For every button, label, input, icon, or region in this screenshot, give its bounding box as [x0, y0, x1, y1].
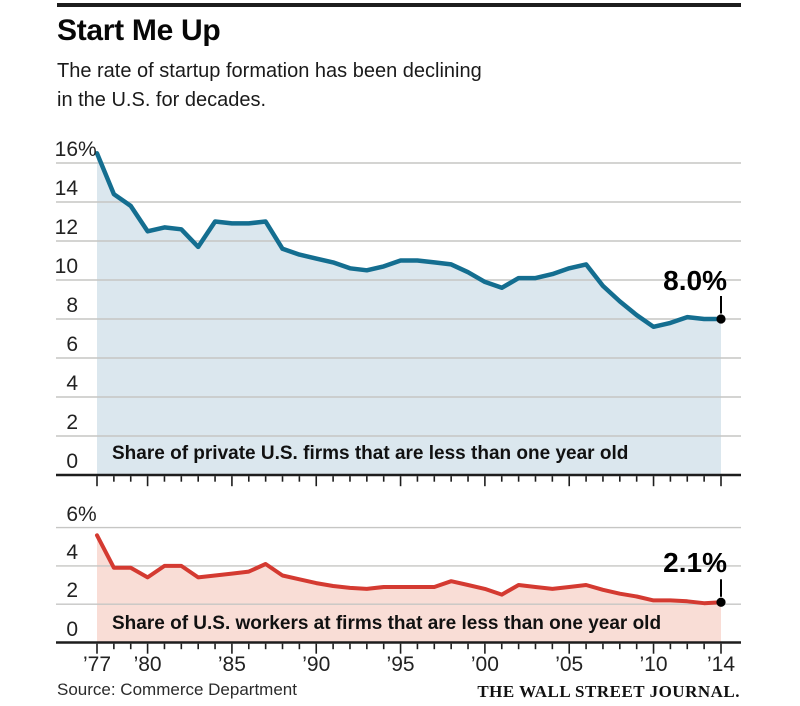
subtitle-line-2: in the U.S. for decades.: [57, 89, 267, 111]
data-line: [94, 151, 724, 330]
page-title: Start Me Up: [57, 14, 221, 47]
top-rule: [57, 3, 741, 7]
subtitle-line-1: The rate of startup formation has been d…: [57, 60, 482, 82]
data-line: [95, 533, 723, 606]
end-point-dot: [716, 597, 726, 607]
chart-subtitle: The rate of startup formation has been d…: [57, 57, 482, 115]
area-fill: [97, 153, 721, 476]
source-note: Source: Commerce Department: [57, 680, 297, 699]
end-point-dot: [716, 314, 726, 324]
wsj-brand: THE WALL STREET JOURNAL.: [477, 682, 740, 701]
